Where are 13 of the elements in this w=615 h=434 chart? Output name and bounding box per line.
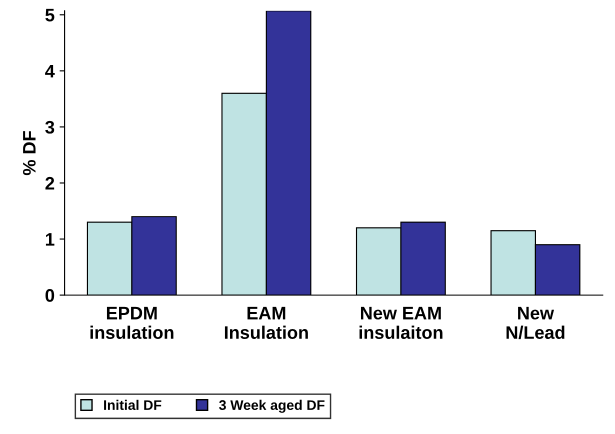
x-tick-label: EPDM insulation [90,306,174,339]
y-tick-label: 3 [45,120,54,134]
x-tick-label: New N/Lead [506,306,564,340]
legend-label: Initial DF [104,400,162,410]
y-tick-label: 4 [45,64,55,78]
y-tick-label: 1 [46,233,54,246]
x-tick-label: New EAM insulaiton [360,306,442,339]
y-tick-label: 2 [45,176,54,190]
x-tick-label: EAM Insulation [224,306,308,339]
y-axis-title: % DF [22,131,36,176]
legend-label: 3 Week aged DF [219,400,324,413]
y-tick-label: 5 [45,8,54,22]
y-tick-label: 0 [46,289,54,302]
